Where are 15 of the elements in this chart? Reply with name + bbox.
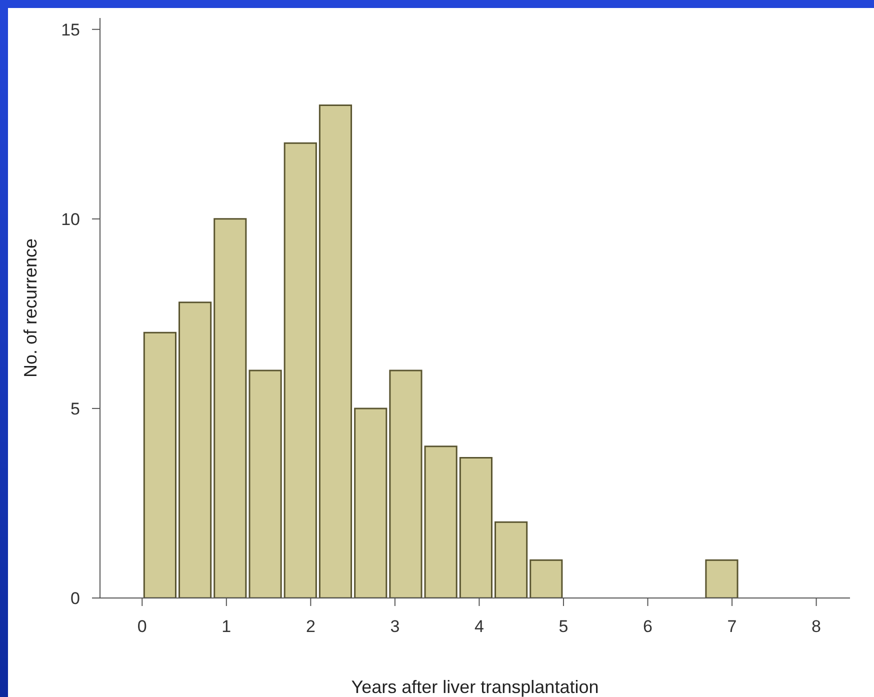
y-tick-label: 10	[61, 210, 80, 229]
y-tick-label: 5	[70, 399, 80, 418]
y-axis-title: No. of recurrence	[20, 238, 40, 378]
x-tick-label: 5	[558, 617, 568, 636]
x-tick-label: 8	[812, 617, 822, 636]
y-tick-label: 0	[70, 589, 80, 608]
x-tick-label: 0	[137, 617, 147, 636]
x-axis-title: Years after liver transplantation	[351, 677, 599, 697]
x-tick-label: 4	[474, 617, 484, 636]
x-tick-label: 1	[222, 617, 232, 636]
x-tick-label: 6	[643, 617, 652, 636]
x-tick-label: 7	[727, 617, 737, 636]
y-tick-label: 15	[61, 20, 80, 40]
x-tick-label: 3	[390, 617, 400, 636]
x-tick-label: 2	[306, 617, 316, 636]
